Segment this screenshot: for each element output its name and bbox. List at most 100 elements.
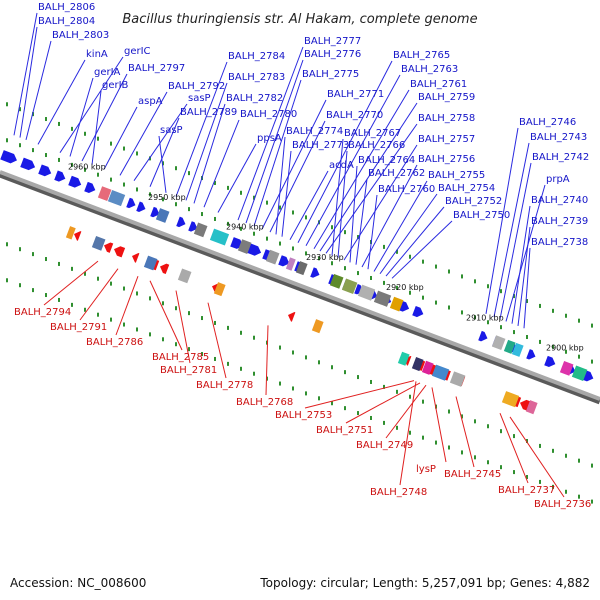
gene-block[interactable]: [155, 208, 170, 223]
forward-gene-label[interactable]: BALH_2750: [453, 210, 510, 221]
forward-gene-label[interactable]: acdA: [329, 160, 354, 171]
gene-block[interactable]: [295, 261, 308, 276]
forward-gene-label[interactable]: BALH_2760: [378, 184, 435, 195]
forward-gene-label[interactable]: BALH_2784: [228, 51, 285, 62]
forward-gene-label[interactable]: BALH_2806: [38, 2, 95, 13]
forward-gene-label[interactable]: BALH_2742: [532, 152, 589, 163]
forward-gene-label[interactable]: BALH_2767: [344, 128, 401, 139]
forward-gene-arrow[interactable]: [278, 255, 291, 268]
reverse-gene-label[interactable]: lysP: [416, 464, 436, 475]
gene-block[interactable]: [97, 186, 112, 201]
gene-block[interactable]: [571, 365, 588, 382]
gene-block[interactable]: [421, 360, 434, 375]
forward-gene-label[interactable]: BALH_2762: [368, 168, 425, 179]
reverse-gene-label[interactable]: BALH_2785: [152, 352, 209, 363]
forward-gene-label[interactable]: gerIC: [124, 46, 151, 57]
reverse-gene-arrow[interactable]: [112, 244, 126, 258]
forward-gene-label[interactable]: BALH_2764: [358, 155, 415, 166]
reverse-gene-arrow[interactable]: [130, 251, 140, 263]
gene-block[interactable]: [501, 391, 520, 408]
gene-block[interactable]: [311, 319, 324, 334]
gene-block[interactable]: [431, 364, 450, 381]
reverse-gene-arrow[interactable]: [102, 241, 114, 253]
forward-gene-arrow[interactable]: [136, 201, 147, 214]
forward-gene-arrow[interactable]: [150, 206, 161, 219]
forward-gene-label[interactable]: BALH_2740: [531, 195, 588, 206]
forward-gene-label[interactable]: BALH_2775: [302, 69, 359, 80]
gene-block[interactable]: [397, 351, 410, 366]
forward-gene-arrow[interactable]: [188, 221, 199, 233]
gene-block[interactable]: [329, 273, 344, 289]
gene-block[interactable]: [357, 284, 376, 301]
forward-gene-label[interactable]: BALH_2754: [438, 183, 495, 194]
reverse-gene-label[interactable]: BALH_2768: [236, 397, 293, 408]
forward-gene-arrow[interactable]: [478, 330, 489, 343]
forward-gene-label[interactable]: BALH_2743: [530, 132, 587, 143]
forward-gene-label[interactable]: BALH_2776: [304, 49, 361, 60]
gene-block[interactable]: [193, 222, 208, 238]
forward-gene-label[interactable]: BALH_2777: [304, 36, 361, 47]
reverse-gene-label[interactable]: BALH_2778: [196, 380, 253, 391]
forward-gene-label[interactable]: sasP: [188, 93, 211, 104]
forward-gene-label[interactable]: BALH_2770: [326, 110, 383, 121]
reverse-gene-label[interactable]: BALH_2794: [14, 307, 71, 318]
forward-gene-label[interactable]: BALH_2773: [292, 140, 349, 151]
forward-gene-label[interactable]: BALH_2782: [226, 93, 283, 104]
gene-block[interactable]: [525, 400, 538, 415]
forward-gene-label[interactable]: BALH_2746: [519, 117, 576, 128]
gene-block[interactable]: [373, 290, 392, 307]
gene-block[interactable]: [285, 257, 296, 271]
gene-block[interactable]: [411, 357, 424, 372]
forward-gene-label[interactable]: BALH_2756: [418, 154, 475, 165]
forward-gene-label[interactable]: BALH_2739: [531, 216, 588, 227]
reverse-gene-arrow[interactable]: [286, 310, 296, 322]
forward-gene-arrow[interactable]: [526, 349, 537, 361]
reverse-gene-label[interactable]: BALH_2753: [275, 410, 332, 421]
reverse-gene-label[interactable]: BALH_2745: [444, 469, 501, 480]
forward-gene-arrow[interactable]: [54, 170, 67, 184]
forward-gene-label[interactable]: BALH_2783: [228, 72, 285, 83]
forward-gene-arrow[interactable]: [84, 181, 97, 195]
forward-gene-label[interactable]: BALH_2804: [38, 16, 95, 27]
gene-block[interactable]: [559, 361, 574, 376]
forward-gene-label[interactable]: BALH_2757: [418, 134, 475, 145]
forward-gene-label[interactable]: BALH_2797: [128, 63, 185, 74]
forward-gene-arrow[interactable]: [126, 197, 137, 210]
reverse-gene-arrow[interactable]: [158, 262, 170, 275]
gene-block[interactable]: [265, 249, 280, 265]
forward-gene-arrow[interactable]: [20, 157, 37, 172]
reverse-gene-label[interactable]: BALH_2781: [160, 365, 217, 376]
reverse-gene-label[interactable]: BALH_2736: [534, 499, 591, 510]
gene-block[interactable]: [449, 371, 466, 387]
reverse-gene-label[interactable]: BALH_2749: [356, 440, 413, 451]
forward-gene-label[interactable]: prpA: [546, 174, 570, 185]
forward-gene-label[interactable]: sasP: [160, 125, 183, 136]
reverse-gene-label[interactable]: BALH_2748: [370, 487, 427, 498]
forward-gene-label[interactable]: BALH_2759: [418, 92, 475, 103]
reverse-gene-label[interactable]: BALH_2737: [498, 485, 555, 496]
forward-gene-label[interactable]: gerIB: [102, 80, 129, 91]
reverse-gene-label[interactable]: BALH_2791: [50, 322, 107, 333]
forward-gene-arrow[interactable]: [68, 175, 83, 190]
forward-gene-arrow[interactable]: [412, 305, 425, 319]
gene-block[interactable]: [389, 296, 404, 312]
forward-gene-arrow[interactable]: [38, 164, 53, 178]
forward-gene-arrow[interactable]: [544, 355, 557, 369]
gene-block[interactable]: [503, 339, 516, 354]
forward-gene-arrow[interactable]: [310, 267, 321, 279]
gene-block[interactable]: [237, 239, 252, 254]
forward-gene-label[interactable]: BALH_2792: [168, 81, 225, 92]
reverse-gene-label[interactable]: BALH_2751: [316, 425, 373, 436]
forward-gene-label[interactable]: ppsA: [257, 133, 282, 144]
forward-gene-arrow[interactable]: [0, 150, 19, 165]
forward-gene-label[interactable]: BALH_2765: [393, 50, 450, 61]
gene-block[interactable]: [341, 278, 358, 295]
forward-gene-label[interactable]: kinA: [86, 49, 108, 60]
gene-block[interactable]: [511, 342, 524, 357]
reverse-gene-arrow[interactable]: [72, 229, 82, 241]
forward-gene-label[interactable]: BALH_2766: [348, 140, 405, 151]
gene-block[interactable]: [209, 228, 230, 246]
forward-gene-label[interactable]: BALH_2758: [418, 113, 475, 124]
reverse-gene-label[interactable]: BALH_2786: [86, 337, 143, 348]
forward-gene-label[interactable]: BALH_2761: [410, 79, 467, 90]
